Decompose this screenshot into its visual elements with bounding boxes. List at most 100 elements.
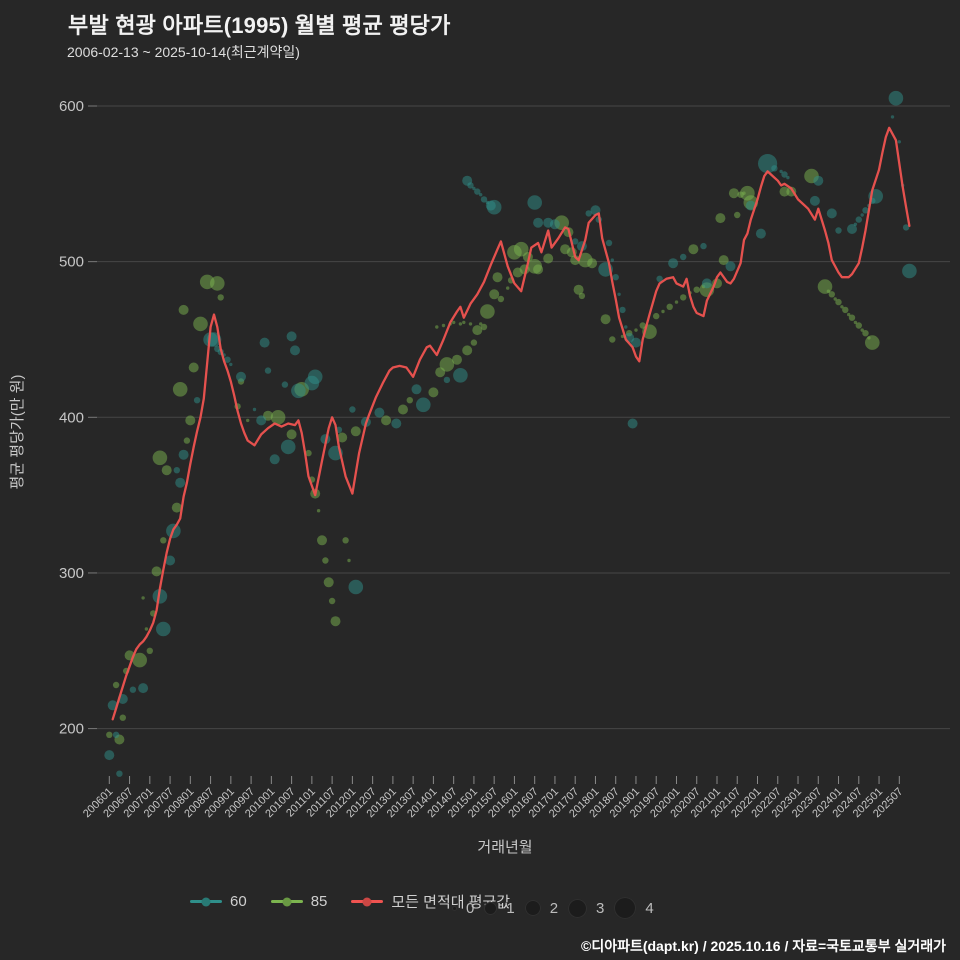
scatter-point-60: [700, 242, 707, 250]
legend-swatch-60: [190, 897, 222, 906]
scatter-point-60: [888, 90, 904, 106]
scatter-point-60: [813, 175, 824, 186]
scatter-point-85: [674, 300, 679, 304]
scatter-point-60: [467, 182, 474, 189]
legend-item-60[interactable]: 60: [190, 893, 247, 910]
scatter-point-60: [416, 397, 431, 413]
legend-item-average[interactable]: 모든 면적대 평균값: [351, 891, 510, 912]
size-dot-1: [484, 901, 498, 915]
scatter-point-60: [627, 418, 638, 429]
scatter-point-60: [165, 555, 176, 566]
scatter-point-60: [549, 219, 560, 230]
size-dot-4: [614, 897, 637, 919]
scatter-series-85: [106, 168, 880, 745]
size-item-0: 0: [452, 900, 474, 917]
scatter-point-60: [175, 477, 186, 488]
size-label-1: 1: [506, 899, 515, 917]
scatter-point-85: [865, 335, 880, 350]
x-axis-title: 거래년월: [477, 839, 532, 856]
scatter-point-85: [472, 325, 483, 336]
scatter-point-85: [666, 303, 673, 310]
scatter-point-60: [527, 195, 542, 210]
page-subtitle: 2006-02-13 ~ 2025-10-14(최근계약일): [67, 44, 300, 60]
scatter-point-85: [317, 535, 327, 546]
scatter-point-60: [585, 210, 592, 217]
scatter-point-60: [307, 369, 323, 385]
scatter-point-85: [513, 241, 529, 257]
scatter-point-85: [480, 304, 495, 319]
scatter-point-85: [506, 286, 510, 290]
scatter-point-60: [259, 337, 270, 348]
scatter-point-85: [270, 410, 286, 425]
scatter-point-85: [171, 502, 182, 513]
scatter-point-85: [573, 284, 584, 295]
scatter-point-85: [600, 314, 611, 325]
y-tick-label: 200: [59, 721, 84, 738]
scatter-point-60: [453, 368, 468, 383]
scatter-point-85: [862, 330, 869, 337]
scatter-point-60: [193, 397, 201, 404]
scatter-point-85: [842, 306, 849, 314]
scatter-point-60: [897, 140, 901, 144]
scatter-point-60: [264, 367, 272, 374]
scatter-point-85: [406, 397, 413, 404]
scatter-point-85: [350, 426, 361, 437]
size-item-3: 3: [568, 898, 604, 918]
scatter-point-85: [543, 253, 554, 264]
scatter-point-85: [653, 312, 660, 320]
scatter-point-85: [468, 322, 473, 326]
scatter-point-60: [755, 228, 766, 239]
scatter-point-60: [280, 439, 296, 455]
scatter-point-85: [848, 314, 856, 321]
scatter-point-60: [290, 345, 300, 356]
size-legend: 0 1 2 3 4: [452, 891, 654, 925]
scatter-point-85: [688, 244, 699, 255]
scatter-point-60: [252, 407, 257, 412]
page-title: 부발 현광 아파트(1995) 월별 평균 평당가: [68, 13, 451, 38]
scatter-point-60: [847, 224, 857, 234]
scatter-point-60: [156, 621, 171, 637]
scatter-point-60: [229, 362, 233, 367]
scatter-point-60: [617, 292, 621, 296]
scatter-point-60: [291, 383, 306, 399]
scatter-point-60: [835, 227, 842, 234]
legend-swatch-average: [351, 897, 384, 906]
size-item-2: 2: [524, 899, 559, 917]
scatter-point-85: [479, 322, 483, 326]
scatter-point-85: [210, 276, 225, 291]
scatter-point-85: [305, 449, 312, 457]
scatter-point-85: [680, 294, 687, 301]
size-dot-2: [524, 900, 541, 916]
scatter-point-85: [826, 289, 831, 293]
scatter-point-60: [104, 750, 115, 761]
size-label-2: 2: [549, 899, 559, 917]
scatter-point-85: [183, 437, 191, 444]
scatter-point-85: [620, 334, 625, 339]
scatter-point-85: [578, 292, 586, 300]
scatter-point-85: [286, 429, 297, 440]
scatter-point-85: [489, 289, 500, 300]
scatter-point-60: [826, 208, 837, 219]
y-axis-title: 평균 평당가(만 원): [9, 375, 26, 490]
y-tick-label: 400: [59, 409, 84, 426]
scatter-point-85: [151, 566, 162, 577]
scatter-point-85: [853, 320, 858, 325]
scatter-point-85: [497, 295, 505, 303]
scatter-point-85: [452, 320, 456, 325]
scatter-point-85: [435, 325, 439, 329]
scatter-point-60: [173, 467, 180, 474]
scatter-point-60: [745, 200, 756, 211]
legend-item-85[interactable]: 85: [270, 893, 327, 910]
scatter-point-85: [661, 309, 665, 314]
scatter-point-60: [480, 196, 488, 203]
scatter-point-85: [328, 597, 336, 605]
scatter-point-60: [286, 331, 297, 342]
scatter-point-85: [172, 382, 188, 397]
y-tick-label: 500: [59, 254, 84, 271]
scatter-point-85: [119, 714, 127, 721]
scatter-point-60: [860, 213, 864, 217]
scatter-point-60: [853, 222, 858, 226]
legend-row: 60 85 모든 면적대 평균값 0 1 2 3 4: [0, 891, 960, 925]
scatter-point-60: [902, 224, 910, 231]
